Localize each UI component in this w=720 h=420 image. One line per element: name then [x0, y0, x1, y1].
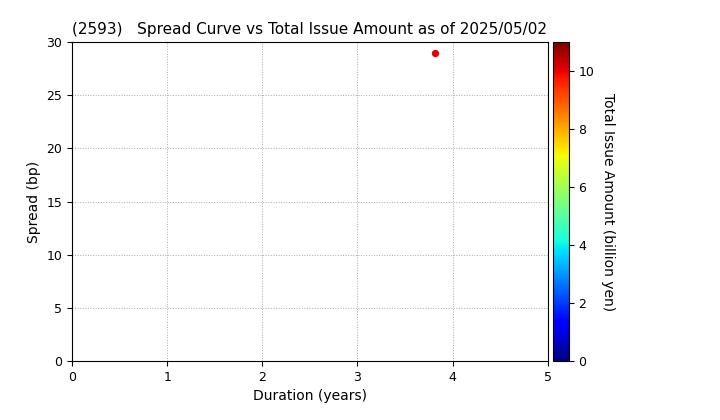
X-axis label: Duration (years): Duration (years) — [253, 389, 367, 404]
Y-axis label: Total Issue Amount (billion yen): Total Issue Amount (billion yen) — [601, 92, 615, 311]
Text: (2593)   Spread Curve vs Total Issue Amount as of 2025/05/02: (2593) Spread Curve vs Total Issue Amoun… — [72, 22, 547, 37]
Point — [430, 49, 441, 56]
Y-axis label: Spread (bp): Spread (bp) — [27, 160, 41, 243]
